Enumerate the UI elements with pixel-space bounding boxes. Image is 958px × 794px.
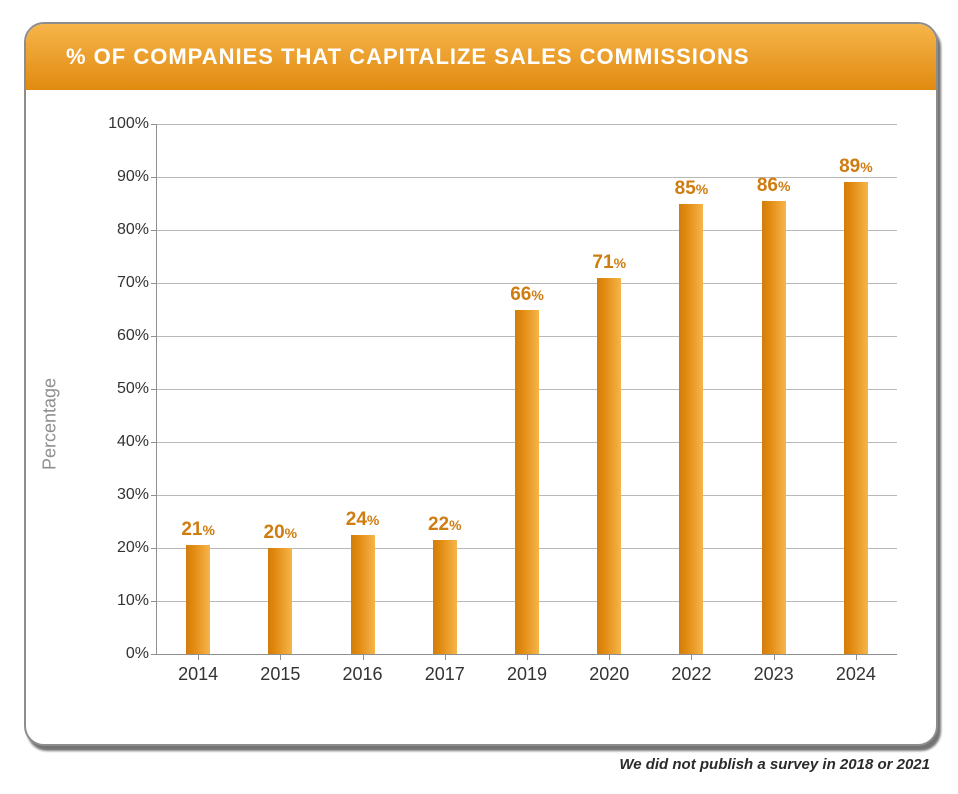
bar: 71% bbox=[597, 278, 621, 654]
xtick-mark bbox=[527, 654, 528, 660]
xtick-label: 2024 bbox=[836, 664, 876, 685]
bar: 86% bbox=[762, 201, 786, 654]
bar: 20% bbox=[268, 548, 292, 654]
ytick-label: 70% bbox=[99, 274, 149, 292]
xtick-label: 2014 bbox=[178, 664, 218, 685]
bar: 21% bbox=[186, 545, 210, 654]
ytick-mark bbox=[151, 283, 157, 284]
bar-value-label: 66% bbox=[510, 284, 544, 306]
ytick-label: 80% bbox=[99, 221, 149, 239]
xtick-mark bbox=[609, 654, 610, 660]
ytick-mark bbox=[151, 548, 157, 549]
xtick-label: 2023 bbox=[754, 664, 794, 685]
ytick-mark bbox=[151, 230, 157, 231]
bar-value-label: 86% bbox=[757, 175, 791, 197]
bar: 66% bbox=[515, 310, 539, 655]
ytick-mark bbox=[151, 442, 157, 443]
bar: 22% bbox=[433, 540, 457, 654]
footnote: We did not publish a survey in 2018 or 2… bbox=[619, 756, 930, 773]
bar-value-label: 20% bbox=[264, 522, 298, 544]
ytick-label: 40% bbox=[99, 433, 149, 451]
xtick-mark bbox=[280, 654, 281, 660]
ytick-label: 10% bbox=[99, 592, 149, 610]
bar: 24% bbox=[351, 535, 375, 654]
xtick-label: 2019 bbox=[507, 664, 547, 685]
ytick-label: 30% bbox=[99, 486, 149, 504]
plot-wrap: Percentage 0%10%20%30%40%50%60%70%80%90%… bbox=[86, 124, 906, 724]
ytick-label: 90% bbox=[99, 168, 149, 186]
gridline bbox=[157, 124, 897, 125]
ytick-mark bbox=[151, 389, 157, 390]
ytick-label: 0% bbox=[99, 645, 149, 663]
chart-title: % OF COMPANIES THAT CAPITALIZE SALES COM… bbox=[66, 44, 750, 70]
stage: % OF COMPANIES THAT CAPITALIZE SALES COM… bbox=[0, 0, 958, 794]
xtick-label: 2017 bbox=[425, 664, 465, 685]
title-bar: % OF COMPANIES THAT CAPITALIZE SALES COM… bbox=[26, 24, 936, 90]
ytick-mark bbox=[151, 601, 157, 602]
xtick-mark bbox=[445, 654, 446, 660]
bar-value-label: 85% bbox=[675, 178, 709, 200]
xtick-mark bbox=[198, 654, 199, 660]
ytick-mark bbox=[151, 495, 157, 496]
plot-area: 0%10%20%30%40%50%60%70%80%90%100%21%2014… bbox=[156, 124, 897, 655]
bar-value-label: 71% bbox=[592, 252, 626, 274]
gridline bbox=[157, 230, 897, 231]
xtick-label: 2020 bbox=[589, 664, 629, 685]
bar-value-label: 22% bbox=[428, 514, 462, 536]
y-axis-label: Percentage bbox=[40, 378, 61, 470]
xtick-mark bbox=[856, 654, 857, 660]
bar: 89% bbox=[844, 182, 868, 654]
ytick-label: 20% bbox=[99, 539, 149, 557]
bar-value-label: 24% bbox=[346, 509, 380, 531]
xtick-label: 2022 bbox=[671, 664, 711, 685]
ytick-mark bbox=[151, 654, 157, 655]
ytick-label: 60% bbox=[99, 327, 149, 345]
bar: 85% bbox=[679, 204, 703, 655]
ytick-mark bbox=[151, 336, 157, 337]
xtick-mark bbox=[774, 654, 775, 660]
ytick-label: 50% bbox=[99, 380, 149, 398]
xtick-label: 2015 bbox=[260, 664, 300, 685]
bar-value-label: 89% bbox=[839, 156, 873, 178]
bar-value-label: 21% bbox=[181, 519, 215, 541]
xtick-label: 2016 bbox=[343, 664, 383, 685]
x-axis-label: Year bbox=[478, 743, 514, 746]
ytick-mark bbox=[151, 124, 157, 125]
chart-card: % OF COMPANIES THAT CAPITALIZE SALES COM… bbox=[24, 22, 938, 746]
ytick-mark bbox=[151, 177, 157, 178]
xtick-mark bbox=[363, 654, 364, 660]
xtick-mark bbox=[691, 654, 692, 660]
ytick-label: 100% bbox=[99, 115, 149, 133]
